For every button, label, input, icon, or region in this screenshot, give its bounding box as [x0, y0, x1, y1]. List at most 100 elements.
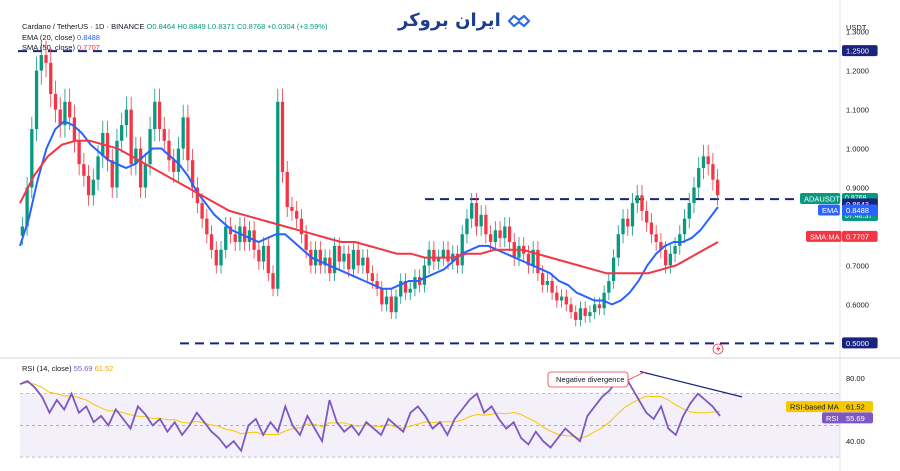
candle-body [214, 249, 218, 266]
candle-body [626, 218, 630, 227]
candle-body [143, 164, 147, 188]
moving-average-lines [19, 120, 719, 306]
candle-body [649, 222, 654, 235]
ema-legend-value: 0.8488 [77, 32, 100, 42]
chart-legend: Cardano / TetherUS · 1D · BINANCE O0.846… [22, 22, 327, 54]
candle-body [91, 179, 95, 196]
support-tag-bg [842, 337, 878, 349]
candle-body [77, 140, 81, 165]
candle-body [621, 218, 625, 235]
price-tick-label: 0.6000 [846, 300, 869, 309]
candle-body [295, 210, 299, 219]
candle-body [455, 253, 460, 266]
candle-body [228, 226, 233, 235]
candle-body [186, 117, 190, 161]
resistance-tag-bg [842, 45, 878, 57]
rsi-tag-label: RSI [826, 414, 839, 423]
price-tick-label: 1.3000 [846, 28, 869, 37]
ema-value-tag-bg [842, 204, 878, 216]
candle-body [635, 195, 639, 204]
candle-body [588, 312, 592, 317]
rsi-line [19, 373, 721, 453]
divergence-trendline [639, 370, 743, 398]
candle-body [578, 308, 583, 320]
candle-body [200, 203, 204, 219]
candle-body [172, 160, 176, 172]
candle-body [138, 148, 143, 188]
candle-body [96, 156, 100, 180]
candle-body [678, 234, 682, 246]
logo-text: ایران بروکر [398, 10, 501, 31]
candle-body [413, 277, 417, 289]
candle-body [559, 296, 564, 301]
candle-body [148, 129, 152, 165]
candle-body [124, 109, 129, 126]
rsi-legend-label[interactable]: RSI (14, close) [22, 364, 72, 373]
candle-body [682, 218, 687, 235]
candle-body [474, 203, 479, 227]
lightning-icon-bolt [716, 345, 721, 353]
candle-body [706, 156, 710, 165]
candle-body [436, 257, 441, 262]
candle-body [526, 253, 531, 266]
candle-body [403, 280, 408, 293]
candle-body [470, 203, 474, 219]
candle-body [63, 101, 67, 126]
rsi-tag-value: 55.69 [846, 414, 865, 423]
candle-body [711, 164, 715, 180]
candle-body [408, 288, 412, 293]
candle-body [176, 148, 181, 172]
candle-body [299, 218, 304, 235]
candle-body [484, 214, 488, 235]
price-tick-label: 1.2000 [846, 67, 869, 76]
candle-body [498, 230, 502, 239]
candle-body [399, 280, 403, 297]
price-tick-label: 0.9000 [846, 184, 869, 193]
candle-body [332, 245, 337, 274]
candle-body [616, 234, 620, 258]
candle-body [569, 304, 573, 313]
candle-body [593, 304, 597, 313]
horizontal-levels [18, 50, 840, 345]
candle-body [536, 249, 540, 274]
candle-body [545, 280, 550, 285]
candle-body [34, 70, 39, 130]
candle-body [313, 249, 318, 266]
sma-legend-label[interactable]: SMA (50, close) [22, 43, 75, 52]
ohlc-values: O0.8464 H0.8849 L0.8371 C0.8768 +0.0304 … [146, 22, 328, 31]
candle-body [233, 234, 237, 243]
candle-body [162, 129, 166, 141]
candle-body [422, 265, 427, 285]
sma-value-tag-bg [842, 230, 878, 242]
support-tag: 0.5000 [846, 339, 869, 348]
candle-body [361, 257, 365, 266]
candle-body [58, 109, 62, 126]
candle-body [611, 257, 616, 281]
candle-body [370, 273, 375, 281]
price-tick-label: 1.1000 [846, 106, 869, 115]
candle-body [304, 234, 308, 250]
price-tick-label: 1.0000 [846, 145, 869, 154]
ema-legend-label[interactable]: EMA (20, close) [22, 32, 75, 42]
candle-body [389, 296, 393, 313]
candle-body [30, 129, 34, 188]
candle-body [356, 249, 360, 266]
candle-body [517, 245, 521, 258]
candle-body [134, 148, 138, 165]
candle-body [659, 242, 663, 250]
candle-body [394, 296, 398, 313]
candle-body [465, 218, 469, 235]
rsi-tag-label-bg [822, 412, 844, 424]
divergence-annotation-box [547, 371, 629, 388]
candle-body [271, 273, 275, 289]
candle-body [53, 94, 58, 110]
candle-body [351, 249, 356, 270]
price-block-text: 07:48:37 [845, 213, 872, 220]
lightning-icon [712, 343, 724, 355]
candle-body [49, 62, 53, 95]
candle-body [697, 168, 701, 188]
ema-line [19, 120, 719, 306]
candle-body [446, 249, 450, 262]
